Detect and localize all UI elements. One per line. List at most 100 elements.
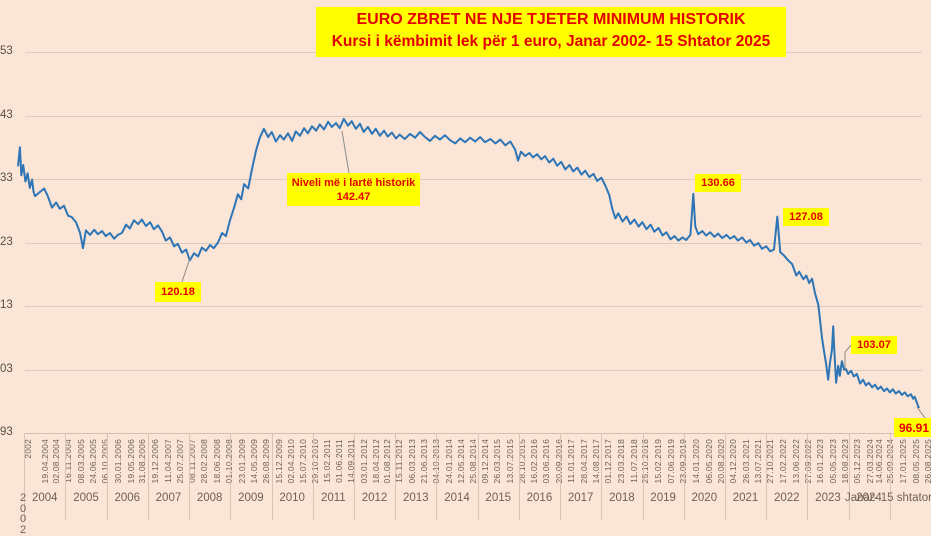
y-axis-tick-label: 33 [0, 172, 13, 184]
callout-current-min-text: 96.91 [898, 420, 930, 435]
x-axis-date-label: 18.06.2008 [211, 439, 222, 484]
gridline [25, 369, 922, 371]
x-axis-year-label: 2009 [238, 492, 264, 504]
x-axis-year-label: 2018 [609, 492, 635, 504]
period-label: Janar- 15 shtator [845, 492, 931, 504]
x-axis-date-label: 14.01.2020 [690, 439, 701, 484]
x-axis-date-label: 13.06.2022 [790, 439, 801, 484]
x-axis-date-label: 11.07.2018 [628, 439, 639, 483]
x-axis-date-label: 18.04.2012 [370, 439, 381, 484]
x-axis-date-label: 11.04.2007 [162, 439, 173, 483]
callout-leader-current-min [916, 406, 926, 419]
x-axis-year-label: 2022 [773, 492, 800, 504]
year-separator [230, 433, 232, 520]
year-separator [65, 433, 67, 520]
callout-leader-level-2023 [844, 344, 852, 369]
y-axis-tick-label: 23 [0, 235, 13, 248]
x-axis-year-label: 2015 [485, 492, 512, 504]
x-axis-date-label: 23.01.2009 [236, 439, 247, 484]
x-axis-year-label: 2016 [526, 492, 553, 504]
year-separator [848, 433, 850, 520]
callout-current-min: 96.91 [894, 418, 931, 437]
price-line-svg [17, 117, 926, 419]
x-axis-date-label: 12.05.2014 [456, 439, 467, 484]
x-axis-date-label: 26.08.2009 [261, 439, 272, 484]
x-axis-date-label: 17.02.2022 [777, 439, 788, 484]
year-separator [395, 433, 397, 520]
x-axis-year-label: 2021 [732, 492, 759, 504]
callout-low-2008: 120.18 [155, 282, 201, 302]
x-axis-year-label: 2006 [114, 492, 141, 504]
x-axis-date-label: 16.02.2016 [529, 439, 540, 484]
x-axis-year-label: 2023 [815, 492, 841, 504]
year-separator [189, 433, 191, 520]
x-axis-date-label: 15.12.2009 [273, 439, 284, 484]
callout-war-spike-text: 127.08 [789, 211, 823, 223]
gridline [25, 306, 922, 307]
x-axis-date-label: 08.05.2025 [911, 439, 922, 484]
x-axis-date-label: 26.03.2015 [492, 439, 503, 484]
y-axis-tick-label: 53 [0, 45, 13, 57]
year-separator [106, 433, 108, 520]
x-axis-year-label: 2013 [402, 492, 429, 504]
x-axis-date-label: 01.06.2011 [334, 439, 345, 483]
x-axis-date-label: 01.10.2008 [223, 439, 234, 484]
x-axis-date-label: 17.01.2025 [898, 439, 909, 484]
year-separator [24, 433, 26, 520]
price-line [17, 117, 920, 409]
x-axis-year-label: 2010 [279, 492, 305, 504]
callout-record-high-text: 142.47 [336, 190, 371, 203]
year-separator [683, 433, 685, 520]
x-axis-date-label: 13.07.2021 [752, 439, 763, 484]
x-axis-date-label: 14.06.2024 [873, 439, 884, 484]
x-axis-date-label: 08.03.2005 [76, 439, 87, 484]
year-separator [271, 433, 273, 520]
x-axis-date-label: 04.12.2020 [727, 439, 738, 484]
x-axis-date-label: 03.01.2012 [358, 439, 369, 484]
callout-leader-record-high [341, 130, 350, 174]
x-axis-date-label: 20.09.2016 [553, 439, 564, 484]
year-separator [889, 433, 891, 520]
x-axis-date-label: 02.04.2010 [285, 439, 296, 484]
year-separator [766, 433, 768, 520]
year-separator [147, 433, 149, 520]
x-axis-date-label: 03.06.2016 [541, 439, 552, 484]
chart-page: { "title": { "line1": "EURO ZBRET NE NJE… [0, 7, 931, 535]
x-axis-year-label: 2020 [691, 492, 718, 504]
x-axis-year-label: 2017 [567, 492, 594, 504]
x-axis-date-label: 19.04.2004 [39, 439, 50, 484]
x-axis-date-label: 07.06.2019 [666, 439, 676, 484]
chart-title-line2: Kursi i këmbimit lek për 1 euro, Janar 2… [331, 33, 771, 50]
x-axis-date-label: 09.12.2014 [479, 439, 490, 484]
year-separator [807, 433, 809, 520]
x-axis-date-label: 25.08.2014 [467, 439, 478, 484]
x-axis-date-label: 06.03.2013 [407, 439, 418, 484]
x-axis-date-label: 23.03.2018 [616, 439, 627, 484]
x-axis-date-label: 02.08.2004 [51, 439, 62, 484]
x-axis-date-label: 26.08.2025 [923, 439, 931, 484]
x-axis-date-label: 28.02.2008 [199, 439, 210, 484]
callout-covid-spike: 130.66 [695, 174, 741, 192]
x-axis-year-label: 2004 [32, 492, 58, 504]
x-axis-date-label: 01.08.2012 [382, 439, 393, 484]
x-axis-date-label: 29.10.2010 [309, 439, 320, 484]
year-separator [312, 433, 314, 520]
y-axis-tick-label: 93 [0, 426, 13, 438]
x-axis-year-label-2002-stacked: 2 0 0 2 [19, 492, 27, 536]
x-axis-date-label: 25.07.2007 [174, 439, 185, 484]
chart-title: EURO ZBRET NE NJE TJETER MINIMUM HISTORI… [316, 7, 786, 57]
y-axis-tick-label: 43 [0, 108, 13, 121]
year-separator [724, 433, 726, 520]
x-axis-year-label: 2008 [196, 492, 223, 504]
x-axis-date-label: 30.01.2006 [113, 439, 124, 484]
x-axis-date-label: 28.04.2017 [578, 439, 589, 484]
x-axis-date-label: 14.05.2009 [249, 439, 260, 484]
x-axis-year-label: 2011 [320, 492, 346, 504]
x-axis-date-label: 11.01.2017 [566, 439, 577, 483]
chart-title-line1: EURO ZBRET NE NJE TJETER MINIMUM HISTORI… [356, 11, 746, 28]
year-separator [601, 433, 603, 520]
x-axis-date-label: 24.06.2005 [88, 439, 99, 484]
y-axis-tick-label: 03 [0, 362, 13, 375]
x-axis-date-label: 21.06.2013 [419, 439, 430, 484]
gridline [25, 179, 922, 180]
